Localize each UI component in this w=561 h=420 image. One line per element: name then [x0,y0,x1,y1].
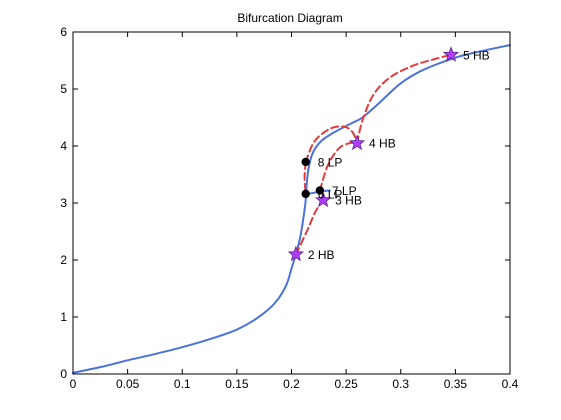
periodic-branch-4 [304,125,359,163]
axis-ticks: 0 0.05 0.1 0.15 0.2 0.25 0.3 0.35 0.4 0 1 2 3 4 5 6 [60,25,518,391]
x-tick-label: 0.3 [392,377,409,391]
special-point-label-7: 8 LP [318,155,343,169]
periodic-branch-5 [294,199,325,256]
plot-area: 2 HB3 HB4 HB5 HB6 LP7 LP8 LP [72,44,511,374]
limit-point-marker-5 [301,189,310,199]
x-tick-label: 0.4 [502,377,519,391]
x-tick-label: 0.1 [174,377,191,391]
x-tick-label: 0.35 [444,377,468,391]
special-point-label-1: 2 HB [308,248,335,262]
equilibrium-branch-1 [72,44,511,374]
periodic-branch-7 [356,53,452,145]
axes-frame [72,31,511,375]
hopf-point-marker-4 [442,46,460,62]
special-point-label-3: 4 HB [369,137,396,151]
hopf-point-marker-1 [287,245,305,262]
x-tick-label: 0.25 [334,377,358,391]
special-point-label-4: 5 HB [463,48,490,62]
y-tick-label: 2 [60,253,67,267]
limit-point-marker-7 [301,157,310,167]
y-tick-label: 0 [60,367,67,381]
x-tick-label: 0 [70,377,77,391]
limit-point-marker-6 [315,186,325,195]
y-tick-label: 1 [60,310,67,324]
x-tick-label: 0.2 [283,377,300,391]
y-tick-label: 4 [60,139,67,153]
hopf-point-marker-2 [314,191,332,208]
y-tick-label: 5 [60,82,67,96]
x-tick-label: 0.05 [116,377,140,391]
x-tick-label: 0.15 [225,377,249,391]
hopf-point-marker-3 [348,134,366,151]
special-point-label-6: 7 LP [332,184,357,198]
chart-title: Bifurcation Diagram [237,11,342,25]
y-tick-label: 3 [60,196,67,210]
special-point-label-2: 3 HB [335,194,362,208]
y-tick-label: 6 [60,25,67,39]
periodic-branch-3 [303,160,307,196]
